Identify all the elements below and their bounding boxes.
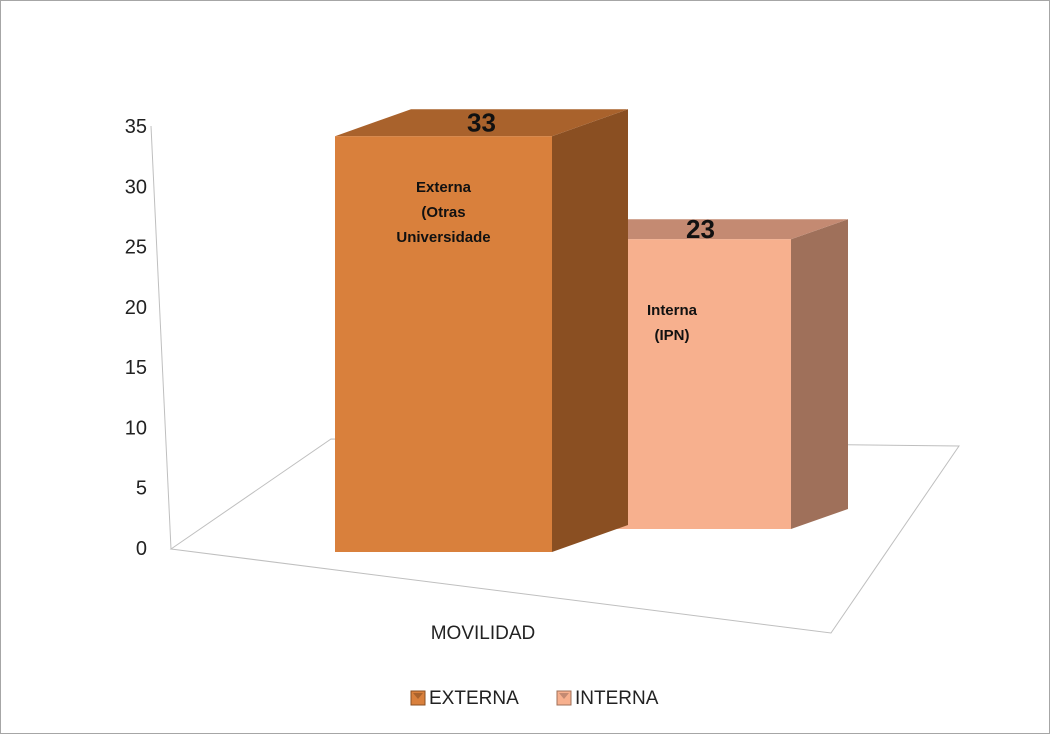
legend-label-interna: INTERNA [575,688,659,709]
legend-swatch-mark [559,693,569,699]
data-label-interna: 23 [686,214,715,244]
y-axis-ticks: 0 5 10 15 20 25 30 35 [125,116,147,560]
bar-side-interna [791,219,848,529]
y-tick-label: 15 [125,357,147,379]
x-category-label: MOVILIDAD [431,623,536,644]
bar-externa [335,109,628,552]
y-tick-label: 10 [125,417,147,439]
y-tick-label: 35 [125,116,147,138]
bar-front-externa [335,136,552,552]
bar-top-externa [335,109,628,137]
bar-annotation-interna: Interna [647,302,698,319]
y-tick-label: 25 [125,237,147,259]
y-tick-label: 0 [136,538,147,560]
bar-annotation-externa: Universidade [396,229,490,246]
y-tick-label: 30 [125,176,147,198]
bar-annotation-externa: (Otras [421,204,465,221]
legend-label-externa: EXTERNA [429,688,519,709]
chart-legend: EXTERNA INTERNA [410,688,659,709]
bar-annotation-externa: Externa [416,179,472,196]
bar-side-externa [552,109,628,552]
legend-swatch-mark [413,693,423,699]
chart-floor [169,438,960,634]
chart-bars [335,109,848,552]
legend-item-interna: INTERNA [556,688,659,709]
data-label-externa: 33 [467,108,496,138]
legend-item-externa: EXTERNA [410,688,519,709]
chart-axes [150,125,960,634]
bar-annotation-interna: (IPN) [655,327,690,344]
chart-labels: 23 Interna (IPN) 33 Externa (Otras Universidad… [396,108,715,644]
y-tick-label: 20 [125,297,147,319]
y-tick-label: 5 [136,478,147,500]
y-axis-wall-line [150,125,172,550]
